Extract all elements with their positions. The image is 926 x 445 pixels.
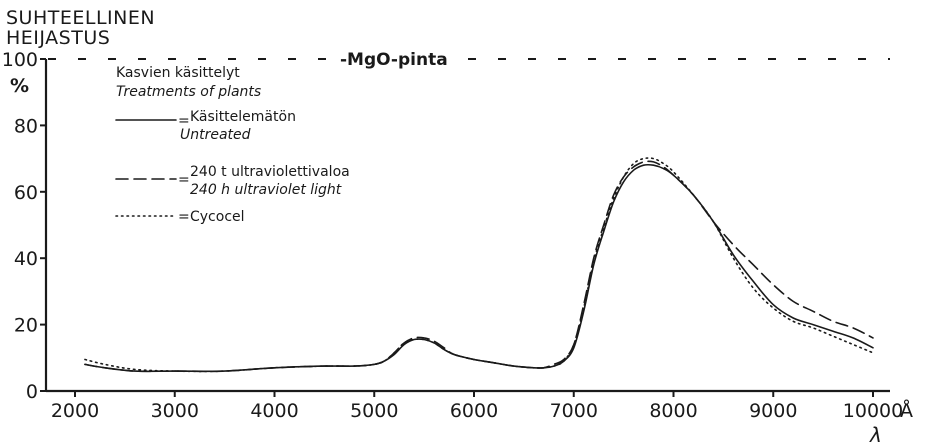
chart-title-line-1: SUHTEELLINEN [6,7,155,29]
legend-series-1-name: Käsittelemätön [190,109,296,125]
x-tick-label: 10000 [843,400,903,422]
series-line-dotted [84,157,874,373]
y-tick-label: 20 [14,315,38,337]
x-tick-label: 6000 [450,400,498,422]
legend-equals-3: = [178,209,190,225]
y-tick-label: 100 [2,49,38,71]
x-tick-label: 3000 [151,400,199,422]
legend-series-2-name: 240 t ultraviolettivaloa [190,164,350,180]
x-axis-label: λ [869,423,882,445]
y-axis-unit: % [10,75,29,97]
y-axis-ticks: 0 20 40 60 80 100 [2,49,46,403]
legend: Kasvien käsittelyt Treatments of plants … [115,65,350,225]
x-tick-label: 9000 [749,400,797,422]
legend-title: Kasvien käsittelyt [116,65,240,81]
y-tick-label: 60 [14,182,38,204]
legend-equals-2: = [178,172,190,188]
x-axis-unit: Å [900,399,913,422]
legend-subtitle: Treatments of plants [116,84,261,100]
legend-series-3-name: Cycocel [190,209,245,225]
y-tick-label: 0 [26,381,38,403]
reference-label-background [335,48,450,70]
y-tick-label: 40 [14,248,38,270]
legend-equals-1: = [178,113,190,129]
x-tick-label: 4000 [250,400,298,422]
legend-series-1-name-en: Untreated [180,127,251,143]
legend-series-2-name-en: 240 h ultraviolet light [190,182,342,198]
reference-label: -MgO-pinta [340,50,448,70]
x-tick-label: 5000 [350,400,398,422]
series-group [84,157,874,373]
y-tick-label: 80 [14,115,38,137]
chart-title-line-2: HEIJASTUS [6,27,110,49]
x-axis-ticks: 2000 3000 4000 5000 6000 7000 8000 9000 10000 [51,391,903,422]
x-tick-label: 8000 [649,400,697,422]
x-tick-label: 2000 [51,400,99,422]
x-tick-label: 7000 [550,400,598,422]
